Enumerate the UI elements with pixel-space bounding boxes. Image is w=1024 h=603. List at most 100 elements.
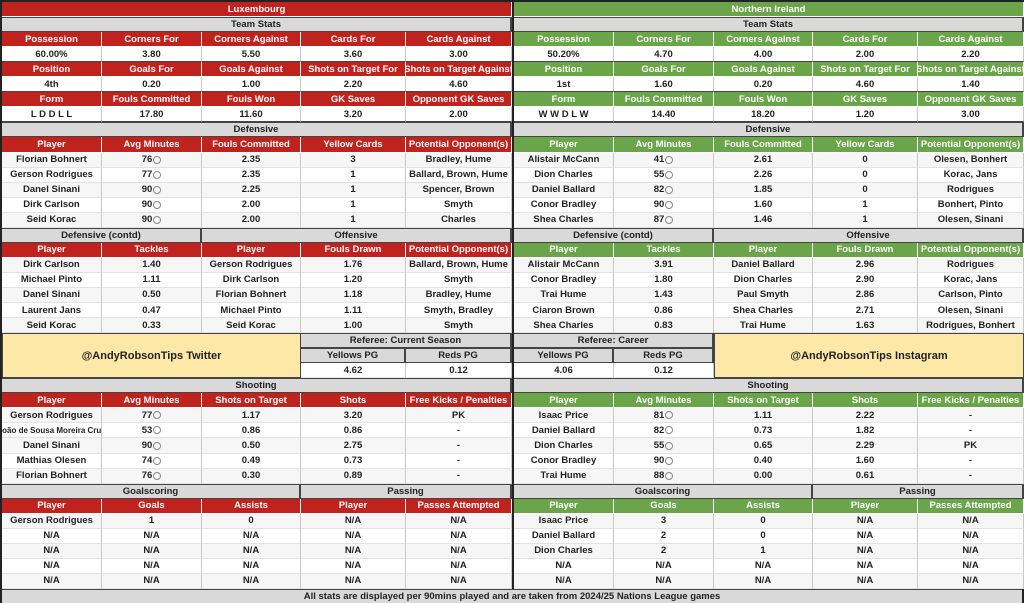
column-header-text: Tackles bbox=[646, 244, 681, 256]
table-cell: - bbox=[918, 408, 1024, 424]
column-header: Free Kicks / Penalties bbox=[918, 393, 1024, 409]
section-title: Offensive bbox=[202, 227, 512, 243]
column-header: Player bbox=[202, 242, 301, 258]
player-cell: Daniel Ballard bbox=[514, 528, 614, 544]
table-cell-text: - bbox=[968, 455, 973, 467]
table-cell: Carlson, Pinto bbox=[918, 287, 1024, 304]
table-cell-text: N/A bbox=[242, 575, 260, 587]
stat-label-text: GK Saves bbox=[330, 93, 376, 105]
player-cell-text: Florian Bohnert bbox=[16, 470, 87, 482]
column-header-text: Player bbox=[37, 500, 66, 512]
table-cell-text: - bbox=[456, 440, 461, 451]
stat-label-text: Fouls Committed bbox=[624, 93, 703, 105]
player-cell-text: Dirk Carlson bbox=[222, 274, 280, 286]
table-cell-text: Charles bbox=[441, 214, 476, 226]
table-cell: 90 bbox=[102, 438, 202, 454]
stopwatch-icon bbox=[665, 155, 674, 164]
column-header-text: Free Kicks / Penalties bbox=[409, 394, 508, 406]
table-cell: Rodrigues, Bonhert bbox=[918, 318, 1024, 334]
player-cell-text: Gerson Rodrigues bbox=[209, 259, 293, 271]
player-cell: Gerson Rodrigues bbox=[202, 257, 301, 273]
table-cell-text: 0 bbox=[760, 515, 766, 527]
table-cell-text: N/A bbox=[242, 530, 260, 542]
column-header-text: Assists bbox=[746, 500, 780, 512]
table-cell: 77 bbox=[102, 167, 202, 183]
column-header: Shots on Target bbox=[202, 393, 301, 409]
table-cell-text: N/A bbox=[962, 530, 979, 542]
table-cell-text: - bbox=[456, 424, 461, 436]
stat-label-text: Possession bbox=[537, 33, 590, 45]
table-cell: PK bbox=[918, 438, 1024, 454]
stat-label: Possession bbox=[514, 32, 614, 48]
section-title-text: Defensive bbox=[233, 124, 279, 136]
column-header: Player bbox=[301, 498, 406, 514]
table-cell: N/A bbox=[202, 543, 301, 559]
table-cell-text: 77 bbox=[141, 169, 153, 181]
stat-value: 1.20 bbox=[813, 107, 918, 123]
table-cell: 0 bbox=[202, 513, 301, 529]
stat-label: Opponent GK Saves bbox=[406, 92, 512, 108]
stopwatch-icon bbox=[665, 456, 674, 465]
stat-label-text: Corners For bbox=[636, 33, 691, 45]
table-cell: - bbox=[406, 423, 512, 439]
table-cell: 1.20 bbox=[301, 272, 406, 288]
table-cell-text: 0 bbox=[248, 515, 254, 527]
column-header: Yellow Cards bbox=[813, 137, 918, 153]
stopwatch-icon bbox=[153, 170, 162, 179]
stat-label-text: Goals Against bbox=[219, 63, 283, 75]
stat-label: Position bbox=[2, 62, 102, 78]
table-cell-text: 1.60 bbox=[855, 455, 875, 467]
table-cell: 77 bbox=[102, 408, 202, 424]
section-title-text: Goalscoring bbox=[122, 485, 179, 497]
column-header-text: Yellow Cards bbox=[323, 138, 383, 150]
table-cell: 2.22 bbox=[813, 408, 918, 424]
stat-label-text: Form bbox=[39, 93, 64, 105]
table-cell: 1.63 bbox=[813, 318, 918, 334]
stat-value: 0.20 bbox=[102, 77, 202, 93]
table-cell: N/A bbox=[406, 558, 512, 574]
player-cell-text: Dion Charles bbox=[733, 274, 793, 286]
table-cell: 3.20 bbox=[301, 408, 406, 424]
stopwatch-icon bbox=[665, 215, 674, 224]
stat-value-text: 4.00 bbox=[753, 48, 773, 60]
stat-label: Opponent GK Saves bbox=[918, 92, 1024, 108]
table-cell: 2.00 bbox=[202, 212, 301, 228]
table-cell: 88 bbox=[614, 468, 714, 484]
footer-note: All stats are displayed per 90mins playe… bbox=[2, 589, 1022, 603]
column-header: Tackles bbox=[614, 242, 714, 258]
player-cell: Florian Bohnert bbox=[2, 468, 102, 484]
stat-value-text: 4th bbox=[44, 78, 59, 90]
referee-header: Reds PG bbox=[614, 348, 714, 364]
table-cell-text: - bbox=[456, 470, 461, 482]
table-cell: 1.80 bbox=[614, 272, 714, 288]
stat-value: 14.40 bbox=[614, 107, 714, 123]
player-cell-text: Daniel Ballard bbox=[531, 424, 596, 436]
stat-value-text: 18.20 bbox=[751, 108, 775, 120]
table-cell-text: 0.73 bbox=[753, 424, 773, 436]
referee-title-text: Referee: Career bbox=[577, 335, 649, 347]
table-cell-text: 2.96 bbox=[855, 259, 875, 271]
table-cell-text: 2 bbox=[660, 530, 667, 542]
stat-value-text: 4.70 bbox=[654, 48, 673, 60]
table-cell-text: N/A bbox=[962, 515, 979, 527]
section-title: Team Stats bbox=[514, 17, 1024, 33]
player-cell-text: Dion Charles bbox=[534, 440, 593, 451]
stopwatch-icon bbox=[665, 200, 674, 209]
stat-value: 4.60 bbox=[406, 77, 512, 93]
team-title: Luxembourg bbox=[2, 2, 512, 18]
column-header-text: Player bbox=[37, 244, 66, 256]
table-cell: 0.65 bbox=[714, 438, 813, 454]
column-header: Player bbox=[813, 498, 918, 514]
table-cell: 1.11 bbox=[301, 303, 406, 319]
column-header-text: Player bbox=[37, 394, 66, 406]
table-cell: 90 bbox=[614, 197, 714, 213]
stat-value-text: 3.00 bbox=[961, 108, 980, 120]
player-cell-text: Danel Sinani bbox=[22, 289, 80, 301]
table-cell-text: 1 bbox=[862, 214, 868, 226]
stat-label-text: Corners Against bbox=[214, 33, 288, 45]
table-cell: Bonhert, Pinto bbox=[918, 197, 1024, 213]
player-cell-text: Daniel Ballard bbox=[531, 530, 596, 542]
table-cell: - bbox=[406, 438, 512, 454]
stopwatch-icon bbox=[153, 411, 162, 420]
column-header: Goals bbox=[102, 498, 202, 514]
